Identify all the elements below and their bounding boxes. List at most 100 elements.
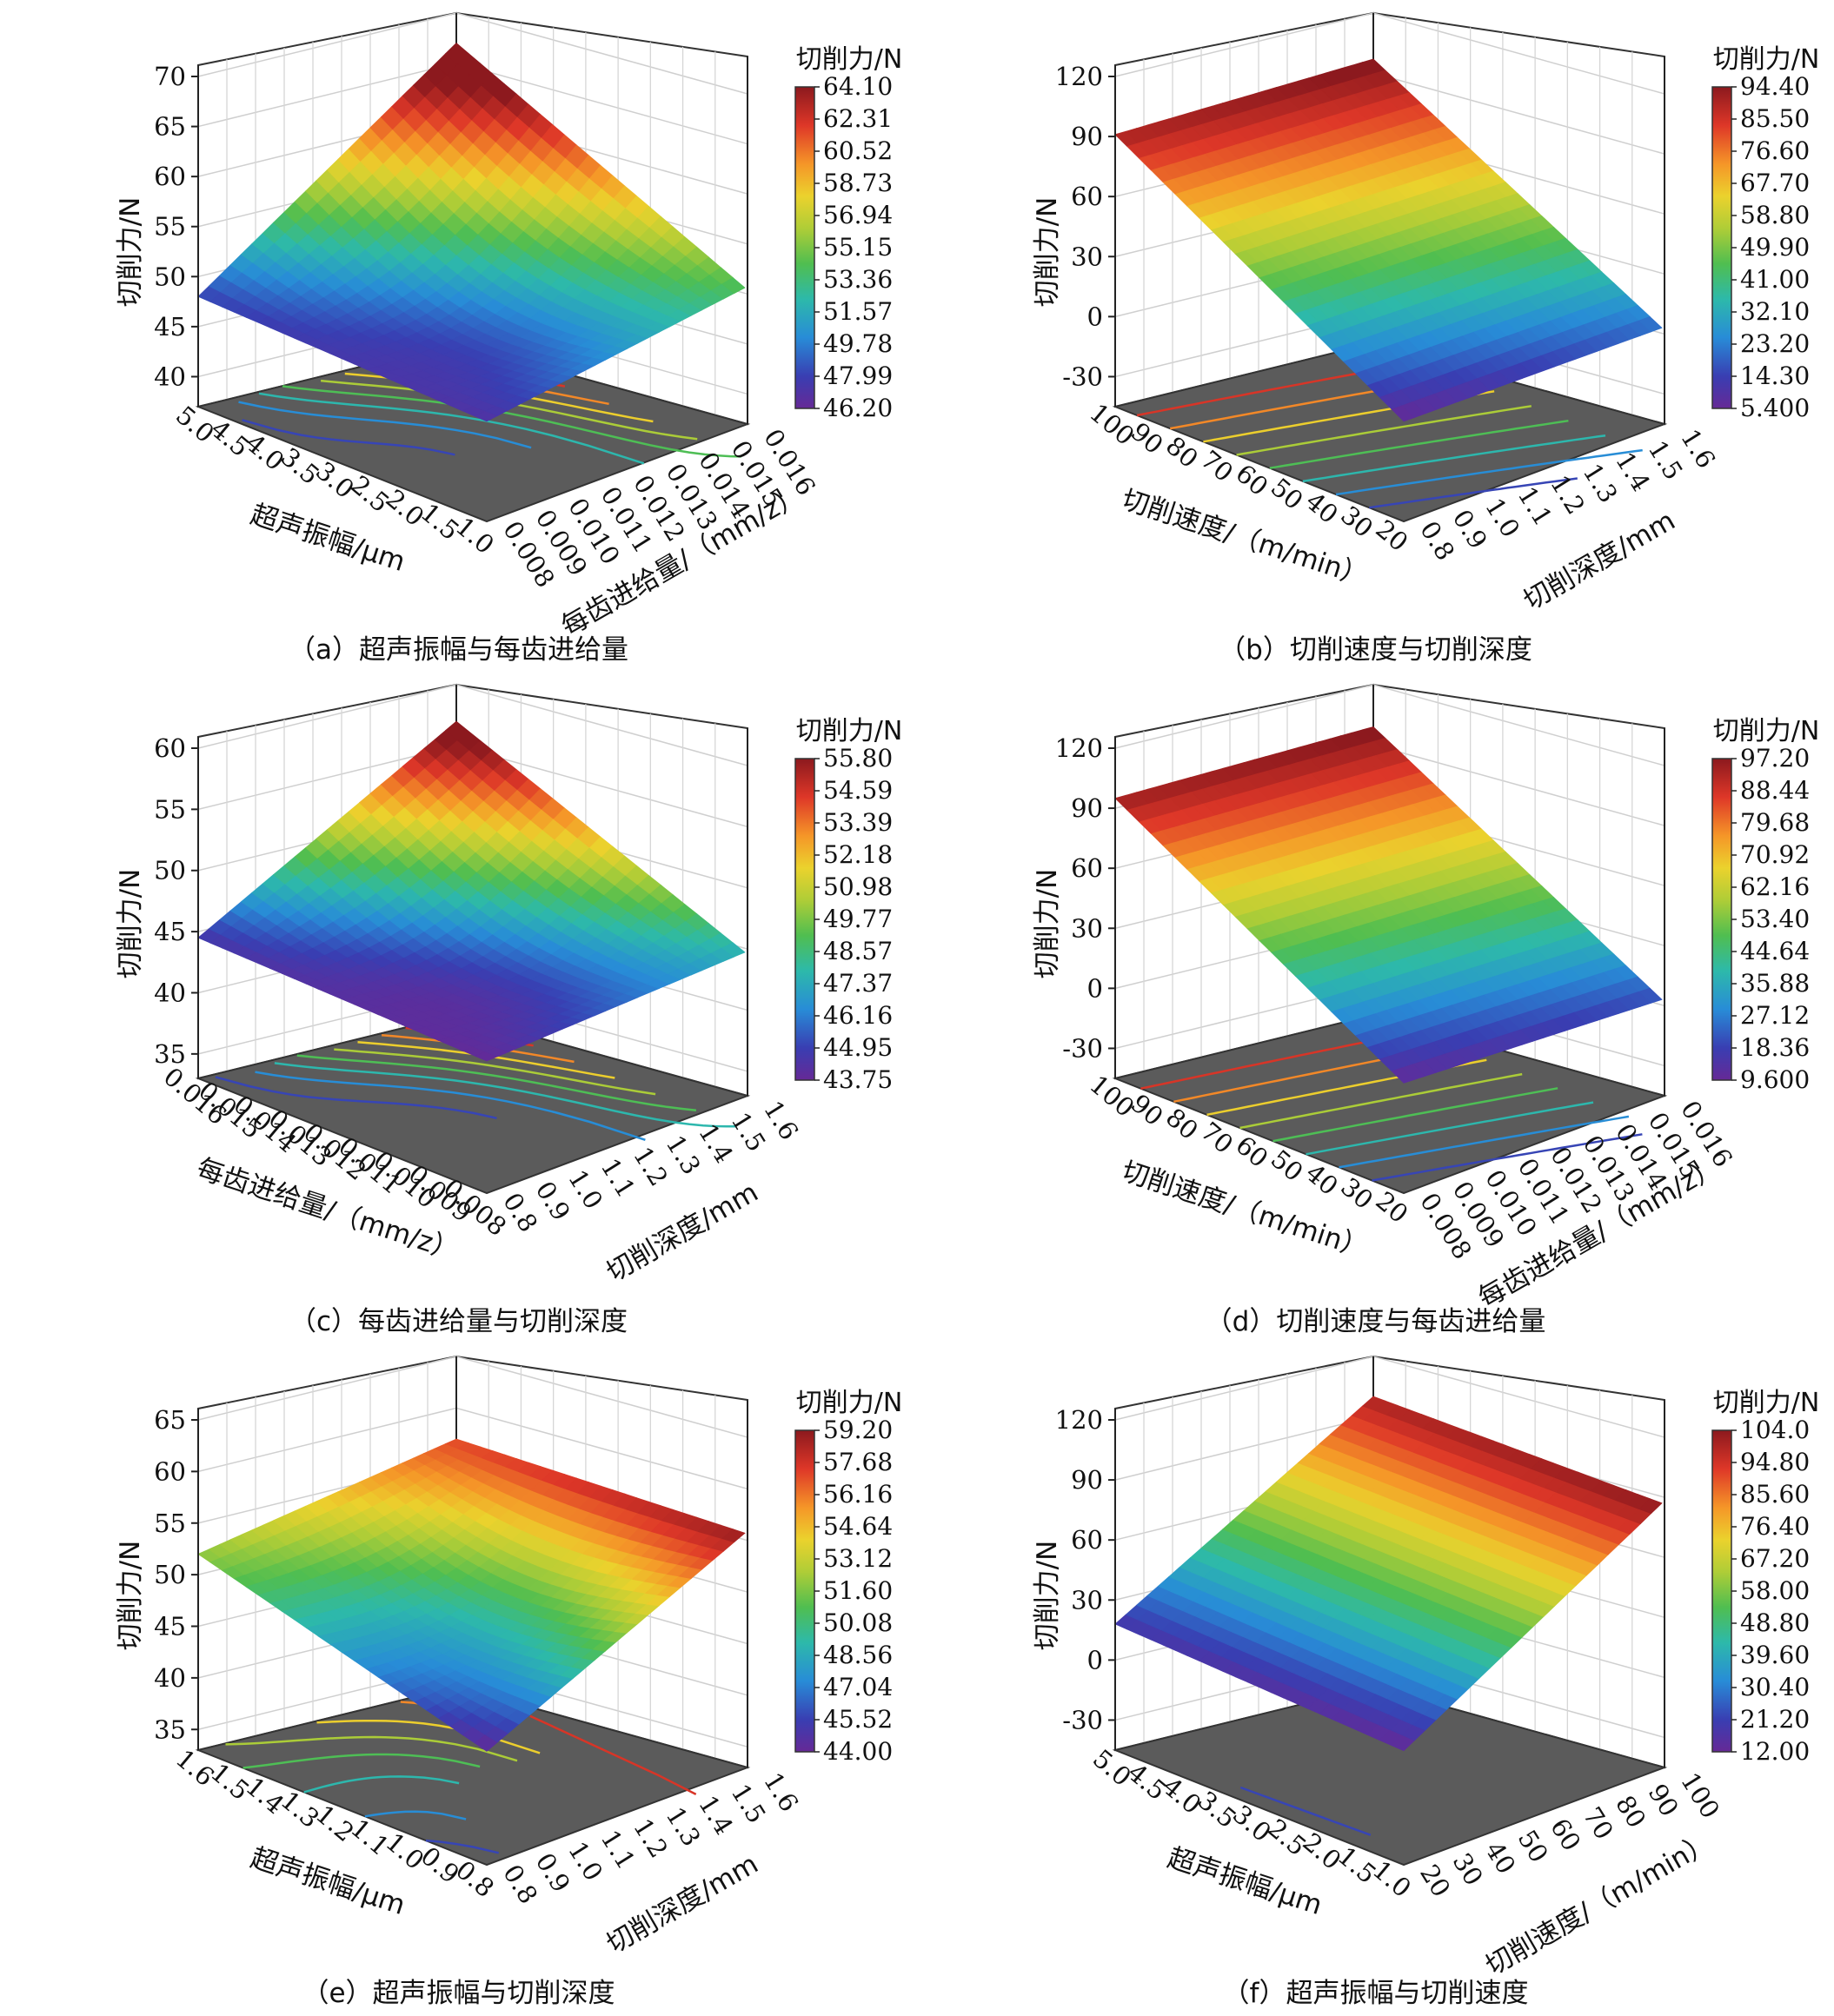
- colorbar-tick-label: 53.39: [823, 808, 893, 837]
- contour-line: [296, 1054, 697, 1111]
- chart-panel-d: -30 0 30 60 90 120 切削力/N 100 90 80 70 60 50 40 30 20 切削速…: [917, 672, 1834, 1343]
- panel-caption: （c）每齿进给量与切削深度: [289, 1306, 628, 1337]
- z-axis-label: 切削力/N: [115, 197, 146, 308]
- x-axis-label: 超声振幅/μm: [247, 1842, 409, 1921]
- chart-panel-c: 35 40 45 50 55 60 切削力/N 0.016 0.015 0.014 0.013 0.0…: [0, 672, 917, 1343]
- colorbar-tick-label: 44.95: [823, 1033, 893, 1062]
- colorbar-tick-label: 97.20: [1740, 744, 1810, 773]
- colorbar-tick-label: 47.04: [823, 1673, 893, 1701]
- contour-line: [1302, 434, 1606, 483]
- panel-caption: （f）超声振幅与切削速度: [1222, 1978, 1529, 2009]
- z-tick-label: 45: [154, 917, 186, 946]
- contour-floor: [195, 1685, 751, 1867]
- colorbar-tick-label: 52.18: [823, 840, 893, 869]
- panel-caption: （d）切削速度与每齿进给量: [1205, 1306, 1546, 1337]
- z-tick-label: 60: [154, 162, 186, 191]
- contour-line: [303, 1775, 460, 1794]
- colorbar-tick-label: 60.52: [823, 136, 893, 165]
- z-tick-label: 40: [154, 1663, 186, 1693]
- contour-line: [1372, 1133, 1643, 1182]
- contour-line: [1236, 405, 1532, 456]
- colorbar-tick-label: 62.16: [1740, 872, 1810, 901]
- z-tick-label: 0: [1087, 1645, 1103, 1674]
- contour-line: [425, 1839, 499, 1854]
- colorbar-tick-label: 41.00: [1740, 265, 1810, 294]
- y-axis-label: 切削速度/（m/min）: [1480, 1827, 1718, 1982]
- colorbar-tick-label: 53.12: [823, 1544, 893, 1573]
- x-axis-label: 超声振幅/μm: [247, 499, 409, 578]
- contour-line: [215, 1076, 497, 1120]
- response-surface: [197, 42, 746, 422]
- colorbar: 切削力/N94.40 85.50 76.60 67.70 58.80 49.90 41.00…: [1711, 44, 1819, 422]
- z-axis-label: 切削力/N: [115, 1541, 146, 1651]
- colorbar-tick-label: 104.0: [1740, 1416, 1810, 1444]
- colorbar-tick-label: 76.60: [1740, 136, 1810, 165]
- colorbar-tick-label: 54.64: [823, 1512, 893, 1541]
- colorbar-tick-label: 18.36: [1740, 1033, 1810, 1062]
- colorbar-tick-label: 39.60: [1740, 1641, 1810, 1669]
- colorbar-tick-label: 23.20: [1740, 329, 1810, 358]
- contour-line: [1273, 1087, 1558, 1143]
- z-tick-label: 30: [1071, 1585, 1103, 1615]
- chart-svg-c: 354045505560切削力/N0.0160.0150.0140.0130.0…: [115, 683, 902, 1289]
- z-tick-label: 30: [1071, 242, 1103, 271]
- chart-panel-a: 40 45 50 55 60 65 70 切削力/N 5.0 4.5 4.0 3.5 3.0 2.5 2.0…: [0, 0, 917, 672]
- colorbar: 切削力/N97.20 88.44 79.68 70.92 62.16 53.40 44.64…: [1711, 716, 1819, 1094]
- colorbar-tick-label: 85.50: [1740, 104, 1810, 133]
- contour-line: [1335, 448, 1643, 496]
- chart-panel-b: -30 0 30 60 90 120 切削力/N 100 90 80 70 60 50 40 30 20 切削速…: [917, 0, 1834, 672]
- colorbar: 切削力/N55.80 54.59 53.39 52.18 50.98 49.77 48.57…: [794, 716, 902, 1094]
- z-tick-label: 40: [154, 978, 186, 1007]
- colorbar-tick-label: 45.52: [823, 1705, 893, 1734]
- response-surface: [197, 1438, 746, 1752]
- panel-caption: （e）超声振幅与切削深度: [302, 1978, 615, 2009]
- z-tick-label: 35: [154, 1714, 186, 1744]
- colorbar: 切削力/N59.20 57.68 56.16 54.64 53.12 51.60 50.08…: [794, 1388, 902, 1766]
- chart-panel-e: 35 40 45 50 55 60 65 切削力/N 1.6 1.5 1.4 1.3 1.2 1.1 1.0…: [0, 1343, 917, 2015]
- z-tick-label: 90: [1071, 793, 1103, 823]
- z-tick-label: -30: [1062, 361, 1103, 391]
- z-tick-label: 0: [1087, 302, 1103, 331]
- contour-line: [1369, 477, 1578, 509]
- contour-line: [334, 1048, 656, 1096]
- z-tick-label: 90: [1071, 1465, 1103, 1495]
- z-tick-label: 35: [154, 1039, 186, 1069]
- colorbar-tick-label: 56.16: [823, 1480, 893, 1509]
- z-tick-label: 50: [154, 262, 186, 291]
- colorbar-tick-label: 55.80: [823, 744, 893, 773]
- contour-line: [242, 419, 455, 456]
- colorbar-tick-label: 62.31: [823, 104, 893, 133]
- contour-line: [225, 1735, 518, 1762]
- contour-line: [243, 1753, 481, 1769]
- contour-line: [529, 1714, 697, 1796]
- z-tick-label: 30: [1071, 913, 1103, 943]
- z-tick-label: -30: [1062, 1705, 1103, 1734]
- y-tick-label: 100: [1675, 1767, 1725, 1824]
- response-surface: [1114, 726, 1663, 1084]
- colorbar: 切削力/N64.10 62.31 60.52 58.73 56.94 55.15 53.36…: [794, 44, 903, 422]
- colorbar-tick-label: 32.10: [1740, 297, 1810, 326]
- colorbar-tick-label: 76.40: [1740, 1512, 1810, 1541]
- z-tick-label: 60: [154, 733, 186, 763]
- z-axis-label: 切削力/N: [1032, 197, 1063, 308]
- colorbar-title: 切削力/N: [796, 44, 903, 75]
- chart-svg-f: -300306090120切削力/N5.04.54.03.53.02.52.01…: [1032, 1355, 1819, 1982]
- colorbar-tick-label: 43.75: [823, 1065, 893, 1094]
- z-tick-label: 55: [154, 794, 186, 824]
- colorbar-tick-label: 64.10: [823, 72, 893, 101]
- z-tick-label: 60: [154, 1456, 186, 1486]
- z-tick-label: -30: [1062, 1033, 1103, 1063]
- colorbar-tick-label: 59.20: [823, 1416, 893, 1444]
- chart-svg-e: 35404550556065切削力/N1.61.51.41.31.21.11.0…: [115, 1355, 902, 1960]
- z-tick-label: 70: [154, 62, 186, 91]
- colorbar-tick-label: 79.68: [1740, 808, 1810, 837]
- colorbar-tick-label: 48.56: [823, 1641, 893, 1669]
- z-tick-label: 45: [154, 1612, 186, 1641]
- z-tick-label: 120: [1055, 62, 1103, 91]
- colorbar-tick-label: 53.36: [823, 265, 893, 294]
- colorbar-tick-label: 9.600: [1740, 1065, 1810, 1094]
- response-surface: [1114, 1396, 1663, 1752]
- colorbar-tick-label: 50.98: [823, 872, 893, 901]
- colorbar-tick-label: 27.12: [1740, 1001, 1810, 1030]
